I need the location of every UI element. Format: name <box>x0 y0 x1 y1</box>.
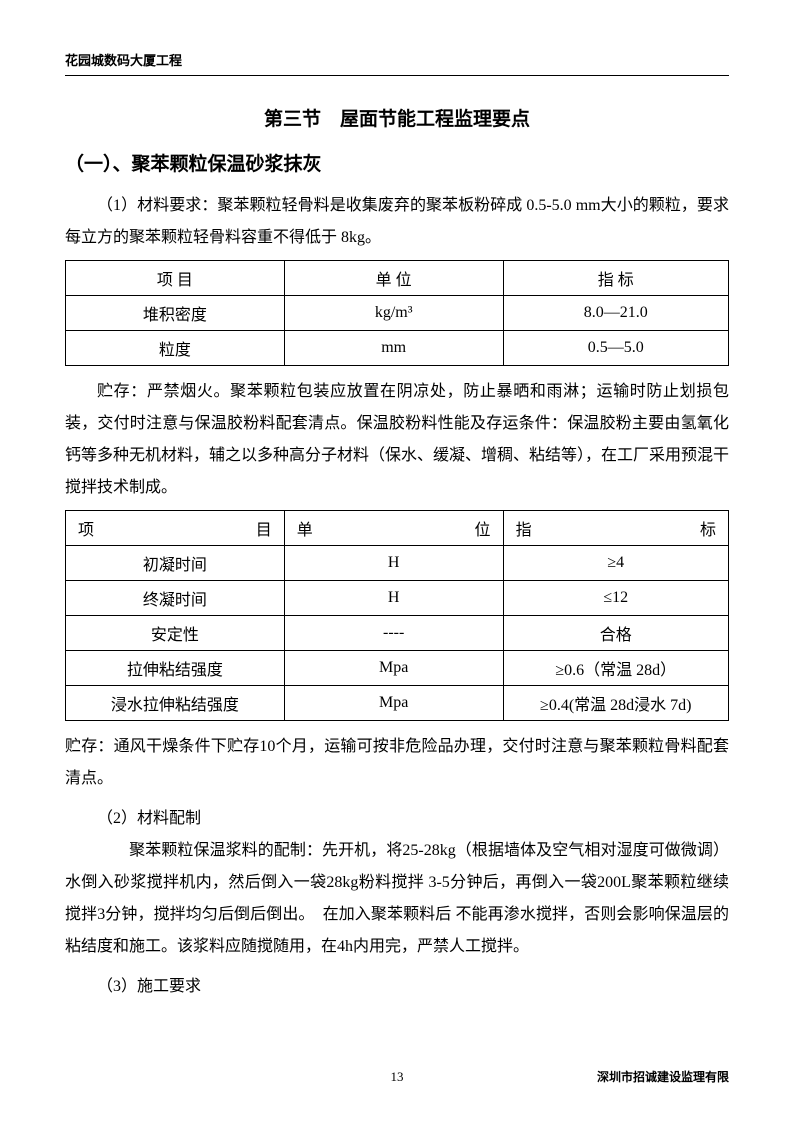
section-title: 第三节 屋面节能工程监理要点 <box>65 104 729 131</box>
table-cell: ≥0.4(常温 28d浸水 7d) <box>503 686 728 721</box>
table-cell: ≥0.6（常温 28d） <box>503 651 728 686</box>
paragraph-3: 贮存：通风干燥条件下贮存10个月，运输可按非危险品办理，交付时注意与聚苯颗粒骨料… <box>65 731 729 795</box>
table-cell: ≥4 <box>503 546 728 581</box>
page-number: 13 <box>391 1069 404 1085</box>
page-header: 花园城数码大厦工程 <box>65 50 729 76</box>
table-cell: H <box>284 546 503 581</box>
paragraph-2: 贮存：严禁烟火。聚苯颗粒包装应放置在阴凉处，防止暴晒和雨淋；运输时防止划损包装，… <box>65 376 729 504</box>
table-cell: 粒度 <box>66 331 285 366</box>
header-project: 花园城数码大厦工程 <box>65 53 182 68</box>
paragraph-1: （1）材料要求：聚苯颗粒轻骨料是收集废弃的聚苯板粉碎成 0.5-5.0 mm大小… <box>65 190 729 254</box>
table-row: 堆积密度 kg/m³ 8.0—21.0 <box>66 296 729 331</box>
footer-company: 深圳市招诚建设监理有限 <box>597 1068 729 1085</box>
table-1: 项 目 单 位 指 标 堆积密度 kg/m³ 8.0—21.0 粒度 mm 0.… <box>65 260 729 366</box>
table-row: 初凝时间 H ≥4 <box>66 546 729 581</box>
table-header-cell: 单位 <box>284 511 503 546</box>
table-cell: 8.0—21.0 <box>503 296 728 331</box>
table-row: 终凝时间 H ≤12 <box>66 581 729 616</box>
table-cell: 终凝时间 <box>66 581 285 616</box>
table-cell: mm <box>284 331 503 366</box>
table-row: 项目 单位 指标 <box>66 511 729 546</box>
table-header-cell: 指 标 <box>503 261 728 296</box>
table-cell: ---- <box>284 616 503 651</box>
table-cell: 堆积密度 <box>66 296 285 331</box>
sub-heading-3: （3）施工要求 <box>65 971 729 1003</box>
table-header-cell: 指标 <box>503 511 728 546</box>
sub-heading-2: （2）材料配制 <box>65 803 729 835</box>
paragraph-4: 聚苯颗粒保温浆料的配制：先开机，将25-28kg（根据墙体及空气相对湿度可做微调… <box>65 835 729 963</box>
table-cell: H <box>284 581 503 616</box>
table-cell: Mpa <box>284 651 503 686</box>
table-cell: 安定性 <box>66 616 285 651</box>
table-cell: ≤12 <box>503 581 728 616</box>
table-row: 项 目 单 位 指 标 <box>66 261 729 296</box>
table-cell: 浸水拉伸粘结强度 <box>66 686 285 721</box>
page-footer: 13 深圳市招诚建设监理有限 <box>65 1068 729 1085</box>
table-cell: Mpa <box>284 686 503 721</box>
table-2: 项目 单位 指标 初凝时间 H ≥4 终凝时间 H ≤12 安定性 ---- 合… <box>65 510 729 721</box>
table-cell: 合格 <box>503 616 728 651</box>
table-cell: kg/m³ <box>284 296 503 331</box>
table-header-cell: 项目 <box>66 511 285 546</box>
table-header-cell: 单 位 <box>284 261 503 296</box>
table-row: 浸水拉伸粘结强度 Mpa ≥0.4(常温 28d浸水 7d) <box>66 686 729 721</box>
table-header-cell: 项 目 <box>66 261 285 296</box>
subsection-title-1: （一）、聚苯颗粒保温砂浆抹灰 <box>65 149 729 176</box>
table-row: 安定性 ---- 合格 <box>66 616 729 651</box>
table-cell: 拉伸粘结强度 <box>66 651 285 686</box>
table-cell: 初凝时间 <box>66 546 285 581</box>
table-row: 拉伸粘结强度 Mpa ≥0.6（常温 28d） <box>66 651 729 686</box>
table-cell: 0.5—5.0 <box>503 331 728 366</box>
table-row: 粒度 mm 0.5—5.0 <box>66 331 729 366</box>
